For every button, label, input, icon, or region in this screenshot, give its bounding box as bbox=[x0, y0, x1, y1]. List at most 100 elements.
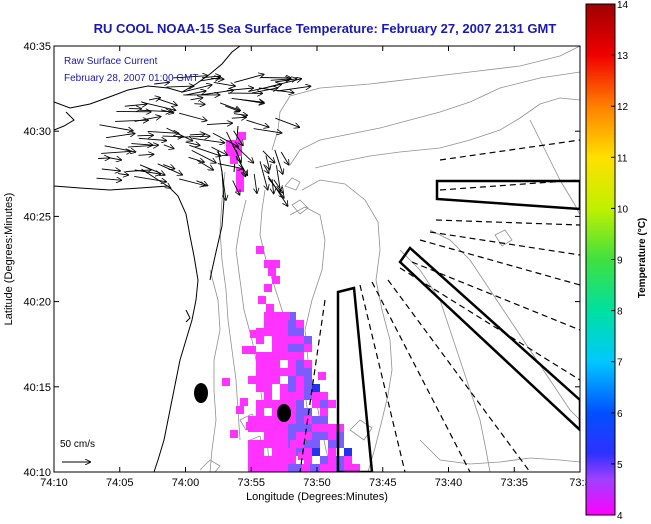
sst-pixel bbox=[344, 456, 352, 464]
sst-pixel bbox=[256, 416, 264, 424]
colorbar-tick-label: 5 bbox=[617, 460, 623, 471]
sst-pixel bbox=[256, 400, 264, 408]
sst-pixel bbox=[280, 320, 288, 328]
sst-pixel bbox=[280, 384, 288, 392]
coastline bbox=[54, 46, 240, 472]
current-vector bbox=[272, 179, 274, 193]
sst-pixel bbox=[288, 432, 296, 440]
x-tick-label: 73:55 bbox=[237, 477, 265, 489]
sst-pixel bbox=[288, 328, 296, 336]
colorbar-tick-label: 14 bbox=[617, 0, 629, 11]
colorbar-tick-label: 6 bbox=[617, 409, 623, 420]
current-vector bbox=[102, 169, 120, 171]
current-vector bbox=[225, 106, 239, 111]
sst-pixel bbox=[246, 422, 254, 430]
sst-pixel bbox=[264, 368, 272, 376]
radar-radials bbox=[300, 140, 580, 472]
sst-pixel bbox=[280, 448, 288, 456]
sst-pixel bbox=[230, 430, 238, 438]
current-vector bbox=[100, 125, 133, 131]
sst-pixel bbox=[288, 392, 296, 400]
current-vector bbox=[207, 123, 232, 125]
sst-pixel bbox=[296, 384, 304, 392]
sst-pixel bbox=[256, 464, 264, 472]
current-vector bbox=[164, 145, 174, 149]
sst-pixel bbox=[256, 360, 264, 368]
sst-pixel bbox=[236, 176, 244, 184]
sst-pixel bbox=[272, 260, 280, 268]
current-vector bbox=[189, 145, 220, 156]
sst-pixel bbox=[304, 392, 312, 400]
sst-pixel bbox=[320, 400, 328, 408]
sst-pixel bbox=[312, 424, 320, 432]
y-tick-label: 40:35 bbox=[23, 41, 51, 53]
sst-pixel bbox=[320, 424, 328, 432]
current-vector bbox=[281, 152, 288, 165]
sst-pixel bbox=[264, 400, 272, 408]
x-tick-label: 73:35 bbox=[500, 477, 528, 489]
plot-area bbox=[54, 46, 580, 472]
current-vector bbox=[163, 136, 183, 137]
sst-pixel bbox=[304, 368, 312, 376]
sst-pixel bbox=[248, 346, 256, 354]
sst-pixel bbox=[288, 464, 296, 472]
sst-pixel bbox=[272, 344, 280, 352]
current-vector bbox=[158, 99, 177, 105]
current-vector bbox=[201, 90, 234, 95]
current-vector bbox=[254, 129, 282, 133]
colorbar-tick-label: 7 bbox=[617, 358, 623, 369]
sst-pixel bbox=[272, 464, 280, 472]
current-vector bbox=[97, 178, 122, 180]
sst-pixel bbox=[304, 384, 312, 392]
current-vector bbox=[98, 158, 109, 159]
sst-pixel bbox=[248, 464, 256, 472]
plot-frame bbox=[54, 46, 580, 472]
sst-pixel bbox=[256, 448, 264, 456]
sst-pixel bbox=[288, 424, 296, 432]
sst-pixel bbox=[320, 408, 328, 416]
sst-pixel bbox=[296, 416, 304, 424]
sst-pixel bbox=[312, 416, 320, 424]
x-tick-label: 74:00 bbox=[172, 477, 200, 489]
sst-pixel bbox=[272, 432, 280, 440]
sst-pixel bbox=[250, 330, 258, 338]
sst-pixel bbox=[312, 448, 320, 456]
sst-pixel bbox=[272, 456, 280, 464]
sst-pixel bbox=[272, 276, 280, 284]
sst-pixel bbox=[264, 328, 272, 336]
site-marker-east bbox=[277, 404, 291, 422]
sst-pixel bbox=[280, 432, 288, 440]
colorbar-tick-label: 8 bbox=[617, 307, 623, 318]
sst-pixel bbox=[272, 328, 280, 336]
sst-pixel bbox=[264, 424, 272, 432]
x-tick-label: 74:05 bbox=[106, 477, 134, 489]
current-vector bbox=[277, 86, 310, 91]
sst-pixel bbox=[280, 456, 288, 464]
current-vector bbox=[166, 86, 193, 87]
sst-pixel bbox=[256, 424, 264, 432]
sst-pixel bbox=[256, 384, 264, 392]
current-vector bbox=[261, 78, 291, 79]
current-vector bbox=[118, 174, 128, 175]
current-vector bbox=[134, 176, 166, 181]
sst-pixel bbox=[264, 416, 272, 424]
sst-pixel bbox=[304, 344, 312, 352]
sst-pixel bbox=[264, 284, 272, 292]
sst-pixel bbox=[304, 360, 312, 368]
sst-pixel bbox=[288, 352, 296, 360]
sst-pixel bbox=[266, 304, 274, 312]
sst-pixel bbox=[312, 400, 320, 408]
sst-pixel bbox=[312, 384, 320, 392]
sst-pixel bbox=[264, 464, 272, 472]
sst-pixel bbox=[296, 368, 304, 376]
sst-pixel bbox=[226, 148, 234, 156]
current-vector bbox=[189, 157, 204, 162]
overlay-line-1: Raw Surface Current bbox=[64, 56, 158, 67]
sst-pixel bbox=[280, 352, 288, 360]
sst-pixel bbox=[312, 392, 320, 400]
sst-pixel bbox=[280, 464, 288, 472]
sst-pixel bbox=[272, 368, 280, 376]
current-vector bbox=[232, 117, 246, 118]
sst-pixel bbox=[280, 424, 288, 432]
